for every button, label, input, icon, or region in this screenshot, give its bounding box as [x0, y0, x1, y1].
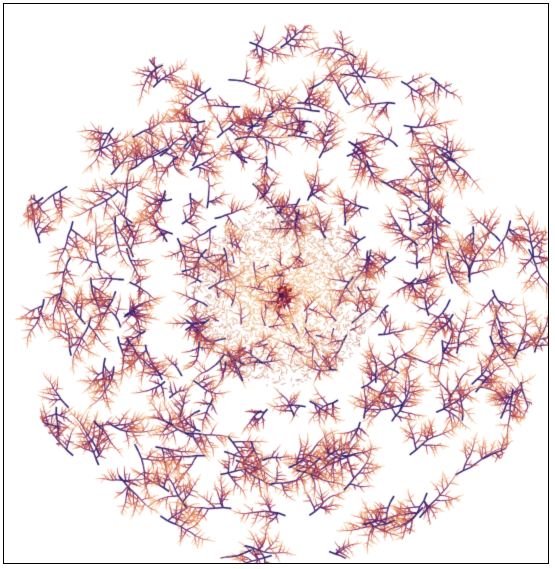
image-frame — [3, 3, 549, 564]
fractal-image — [4, 4, 548, 563]
